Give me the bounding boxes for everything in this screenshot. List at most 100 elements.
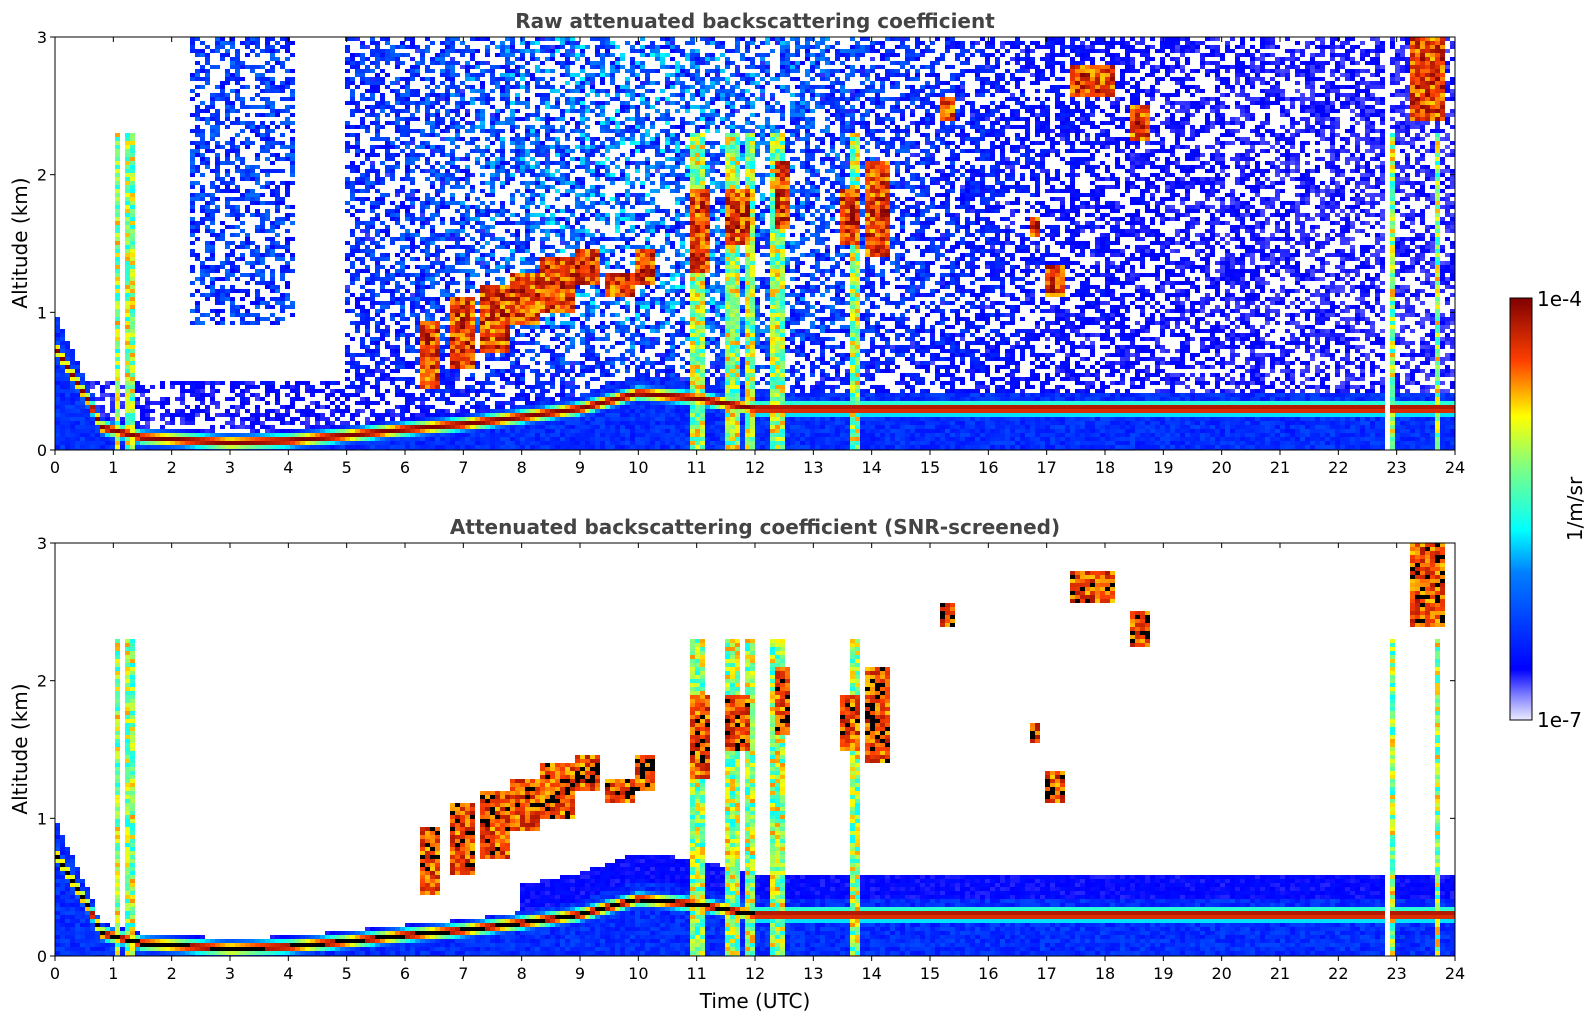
heatmap-cell xyxy=(490,321,495,325)
heatmap-cell xyxy=(520,381,525,385)
heatmap-cell xyxy=(450,201,455,205)
heatmap-cell xyxy=(480,441,485,445)
heatmap-cell xyxy=(525,301,530,305)
heatmap-cell xyxy=(570,385,575,389)
heatmap-cell xyxy=(375,61,380,65)
heatmap-cell xyxy=(545,177,550,181)
heatmap-cell xyxy=(235,385,240,389)
heatmap-cell xyxy=(520,273,525,277)
heatmap-cell xyxy=(185,421,190,425)
heatmap-cell xyxy=(435,61,440,65)
heatmap-cell xyxy=(555,145,560,149)
heatmap-cell xyxy=(505,329,510,333)
heatmap-cell xyxy=(510,249,515,253)
heatmap-cell xyxy=(435,261,440,265)
heatmap-cell xyxy=(235,65,240,69)
heatmap-cell xyxy=(280,293,285,297)
heatmap-cell xyxy=(395,281,400,285)
heatmap-cell xyxy=(90,437,95,441)
heatmap-cell xyxy=(455,245,460,249)
heatmap-cell xyxy=(570,317,575,321)
heatmap-cell xyxy=(375,137,380,141)
heatmap-cell xyxy=(205,285,210,289)
heatmap-cell xyxy=(500,333,505,337)
heatmap-cell xyxy=(130,313,135,317)
heatmap-cell xyxy=(65,389,70,393)
heatmap-cell xyxy=(210,241,215,245)
heatmap-cell xyxy=(350,113,355,117)
heatmap-cell xyxy=(535,93,540,97)
heatmap-cell xyxy=(470,305,475,309)
heatmap-cell xyxy=(495,265,500,269)
heatmap-cell xyxy=(435,409,440,413)
heatmap-cell xyxy=(370,433,375,437)
heatmap-cell xyxy=(500,73,505,77)
heatmap-cell xyxy=(65,377,70,381)
heatmap-cell xyxy=(205,149,210,153)
heatmap-cell xyxy=(195,253,200,257)
heatmap-cell xyxy=(455,309,460,313)
heatmap-cell xyxy=(440,337,445,341)
heatmap-cell xyxy=(230,297,235,301)
heatmap-cell xyxy=(425,377,430,381)
heatmap-cell xyxy=(270,225,275,229)
heatmap-cell xyxy=(495,421,500,425)
heatmap-cell xyxy=(265,305,270,309)
heatmap-cell xyxy=(350,361,355,365)
heatmap-cell xyxy=(510,397,515,401)
heatmap-cell xyxy=(360,389,365,393)
heatmap-cell xyxy=(275,189,280,193)
heatmap-cell xyxy=(345,185,350,189)
heatmap-cell xyxy=(405,153,410,157)
heatmap-cell xyxy=(460,429,465,433)
heatmap-cell xyxy=(350,337,355,341)
heatmap-cell xyxy=(400,117,405,121)
heatmap-cell xyxy=(290,53,295,57)
heatmap-cell xyxy=(215,277,220,281)
heatmap-cell xyxy=(410,65,415,69)
heatmap-cell xyxy=(560,229,565,233)
heatmap-cell xyxy=(345,101,350,105)
heatmap-cell xyxy=(130,157,135,161)
heatmap-cell xyxy=(555,289,560,293)
heatmap-cell xyxy=(205,409,210,413)
heatmap-cell xyxy=(475,205,480,209)
heatmap-cell xyxy=(465,401,470,405)
heatmap-cell xyxy=(60,333,65,337)
heatmap-cell xyxy=(125,381,130,385)
heatmap-cell xyxy=(370,93,375,97)
heatmap-cell xyxy=(570,293,575,297)
heatmap-cell xyxy=(435,301,440,305)
heatmap-cell xyxy=(205,269,210,273)
heatmap-cell xyxy=(510,289,515,293)
heatmap-cell xyxy=(515,289,520,293)
heatmap-cell xyxy=(580,133,585,137)
heatmap-cell xyxy=(215,49,220,53)
heatmap-cell xyxy=(450,45,455,49)
heatmap-cell xyxy=(270,181,275,185)
heatmap-cell xyxy=(115,289,120,293)
heatmap-cell xyxy=(475,37,480,41)
heatmap-cell xyxy=(420,353,425,357)
heatmap-cell xyxy=(405,205,410,209)
heatmap-cell xyxy=(470,173,475,177)
heatmap-cell xyxy=(470,189,475,193)
heatmap-cell xyxy=(395,261,400,265)
heatmap-cell xyxy=(555,365,560,369)
heatmap-cell xyxy=(255,73,260,77)
heatmap-cell xyxy=(355,37,360,41)
heatmap-cell xyxy=(285,437,290,441)
heatmap-cell xyxy=(465,157,470,161)
heatmap-cell xyxy=(120,385,125,389)
heatmap-cell xyxy=(480,257,485,261)
heatmap-cell xyxy=(390,345,395,349)
heatmap-cell xyxy=(290,269,295,273)
heatmap-cell xyxy=(155,429,160,433)
heatmap-cell xyxy=(390,217,395,221)
heatmap-cell xyxy=(345,209,350,213)
heatmap-cell xyxy=(350,77,355,81)
heatmap-cell xyxy=(500,45,505,49)
heatmap-cell xyxy=(515,249,520,253)
heatmap-cell xyxy=(535,361,540,365)
heatmap-cell xyxy=(475,221,480,225)
